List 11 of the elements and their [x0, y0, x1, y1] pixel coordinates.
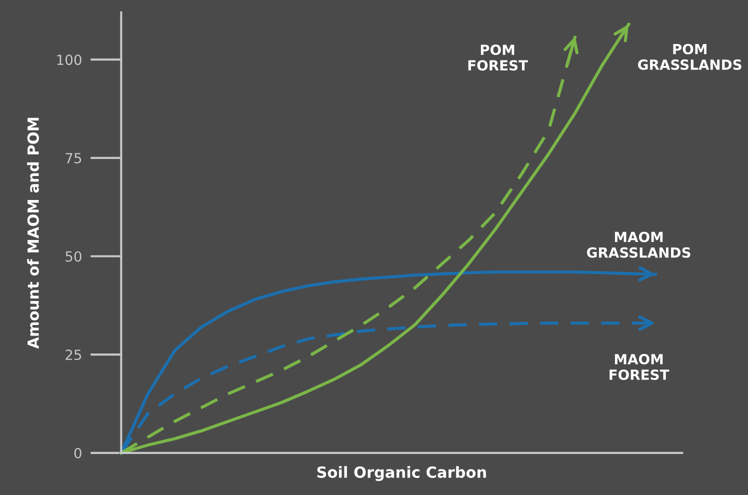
- y-tick-label: 50: [66, 251, 82, 262]
- text: POM FOREST: [468, 44, 528, 71]
- y-tick-label: 0: [74, 448, 82, 458]
- y-tick-label: 25: [66, 350, 82, 360]
- series-label: POM GRASSLANDS: [638, 44, 742, 70]
- x-axis-title: Soil Organic Carbon: [317, 466, 486, 482]
- text: MAOM FOREST: [610, 354, 670, 380]
- series-label: MAOM GRASSLANDS: [587, 232, 690, 258]
- y-tick-label: 75: [66, 153, 82, 164]
- y-tick-label: 100: [57, 54, 82, 66]
- y-axis-title: Amount of MAOM and POM: [27, 118, 39, 349]
